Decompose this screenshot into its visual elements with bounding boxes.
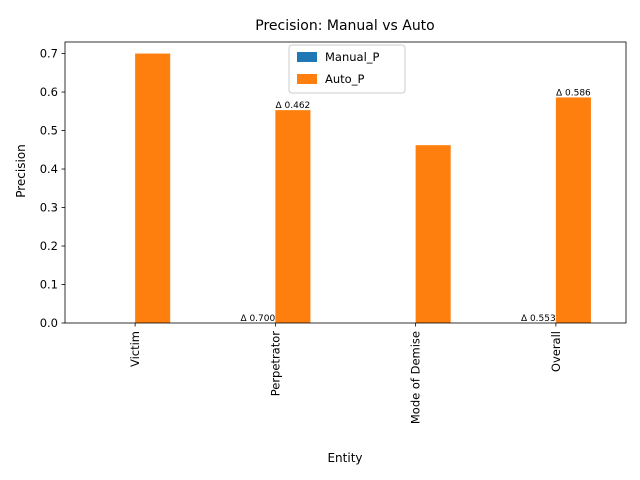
chart-title: Precision: Manual vs Auto (255, 18, 435, 34)
legend: Manual_P Auto_P (288, 44, 406, 94)
legend-swatch (297, 74, 317, 84)
x-tick-label: Overall (549, 331, 563, 372)
delta-annotation: Δ 0.586 (556, 88, 591, 98)
delta-annotation: Δ 0.700 (240, 314, 275, 324)
y-tick-label: 0.6 (40, 85, 58, 99)
bar-auto-p-victim (135, 53, 171, 324)
y-tick-label: 0.2 (40, 239, 58, 253)
x-tick-label: Mode of Demise (409, 331, 423, 424)
y-axis-label: Precision (14, 144, 28, 198)
y-tick-label: 0.1 (40, 278, 58, 292)
legend-box (288, 44, 406, 94)
y-tick-label: 0.0 (40, 316, 58, 330)
axes-frame (64, 41, 627, 324)
delta-annotation: Δ 0.462 (276, 101, 311, 111)
bar-auto-p-mode-of-demise (415, 145, 451, 323)
x-tick-label: Victim (128, 331, 142, 367)
bar-auto-p-overall (555, 97, 591, 323)
legend-label: Manual_P (325, 50, 380, 64)
legend-swatch (297, 52, 317, 62)
delta-annotation: Δ 0.553 (521, 314, 556, 324)
x-tick-label: Perpetrator (268, 331, 282, 397)
y-tick-label: 0.3 (40, 201, 58, 215)
bar-auto-p-perpetrator (275, 110, 311, 323)
y-tick-label: 0.4 (40, 162, 58, 176)
plot-area: 0.0 0.1 0.2 0.3 0.4 0.5 0.6 0.7 Victim Perpetrato… (40, 41, 627, 424)
legend-label: Auto_P (325, 72, 364, 86)
y-tick-label: 0.5 (40, 124, 58, 138)
x-axis-label: Entity (327, 451, 362, 465)
y-tick-label: 0.7 (40, 47, 58, 61)
